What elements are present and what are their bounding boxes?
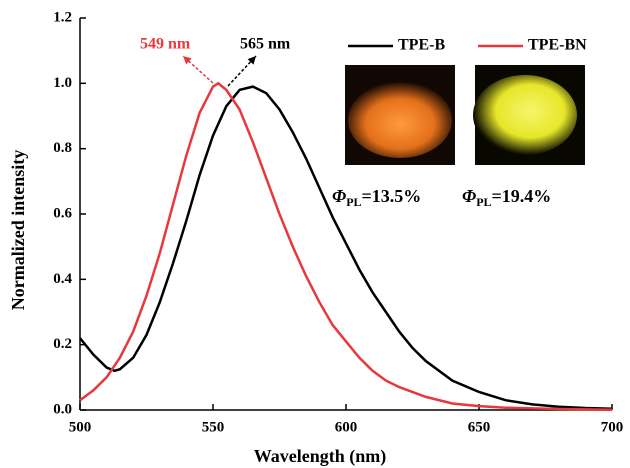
legend-label: TPE-BN <box>528 37 587 54</box>
powder-yellow <box>473 75 577 155</box>
annotation-arrow <box>182 55 214 84</box>
qy-symbol: Φ <box>332 186 346 206</box>
qy-subscript: PL <box>476 195 491 209</box>
annotation: 565 nm <box>240 36 291 53</box>
arrow-head <box>247 56 256 65</box>
series-line <box>79 85 613 410</box>
annotation: 549 nm <box>140 36 191 53</box>
qy-text: =19.4% <box>492 186 552 206</box>
quantum-yield: ΦPL=19.4% <box>462 186 551 209</box>
y-axis-label: Normalized intensity <box>8 150 28 310</box>
qy-subscript: PL <box>346 195 361 209</box>
y-tick-label: 0.2 <box>53 336 72 352</box>
y-tick-label: 0.8 <box>53 140 72 156</box>
annotation-arrow <box>227 55 257 87</box>
x-tick-label: 550 <box>202 419 225 435</box>
qy-text: =13.5% <box>362 186 422 206</box>
y-tick-label: 0.4 <box>53 271 72 287</box>
y-tick-label: 0.6 <box>53 205 72 221</box>
x-tick-label: 650 <box>468 419 491 435</box>
x-tick-label: 600 <box>335 419 358 435</box>
y-tick-label: 0.0 <box>53 401 72 417</box>
y-tick-label: 1.2 <box>53 9 72 25</box>
powder-orange <box>348 82 452 158</box>
legend-label: TPE-B <box>398 37 445 54</box>
quantum-yield: ΦPL=13.5% <box>332 186 421 209</box>
qy-symbol: Φ <box>462 186 476 206</box>
series-line <box>79 81 613 411</box>
x-axis-label: Wavelength (nm) <box>254 446 387 467</box>
y-tick-label: 1.0 <box>53 75 72 91</box>
x-tick-label: 500 <box>69 419 92 435</box>
x-tick-label: 700 <box>601 419 624 435</box>
arrow-head <box>183 56 192 65</box>
